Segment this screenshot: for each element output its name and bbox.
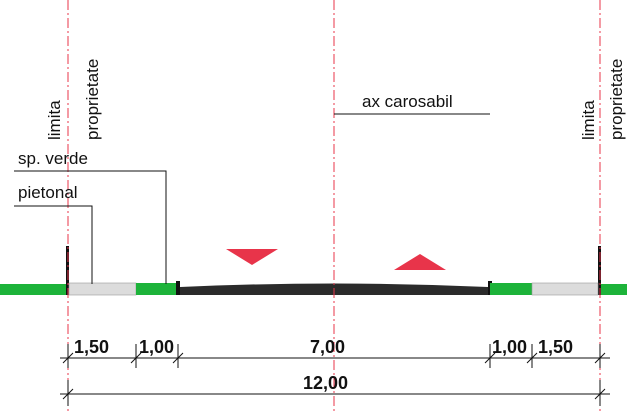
green-space-label: sp. verde — [18, 149, 88, 168]
property-limit-right-line2: proprietate — [607, 59, 626, 140]
ground-right — [600, 284, 627, 295]
arrow-up-icon — [394, 254, 446, 270]
sidewalk-left — [68, 282, 137, 296]
dim-sidewalk-right: 1,50 — [538, 337, 573, 357]
curb-road-left — [176, 281, 180, 295]
sidewalk-leader — [14, 205, 93, 284]
property-limit-left-line2: proprietate — [83, 59, 102, 140]
property-limit-left-line1: limita — [45, 100, 64, 140]
dim-green-left: 1,00 — [139, 337, 174, 357]
arrow-down-icon — [226, 249, 278, 265]
road-axis-label: ax carosabil — [362, 92, 453, 111]
green-strip-left — [136, 283, 178, 295]
dim-ticks-total — [62, 380, 606, 406]
dim-green-right: 1,00 — [492, 337, 527, 357]
sidewalk-right — [531, 282, 599, 296]
ground-left — [0, 284, 68, 295]
green-strip-right — [490, 283, 532, 295]
dim-carriageway: 7,00 — [310, 337, 345, 357]
green-space-leader — [14, 170, 167, 284]
dim-ticks-segments — [62, 344, 606, 368]
dim-total: 12,00 — [303, 373, 348, 393]
sidewalk-label: pietonal — [18, 183, 78, 202]
property-limit-right-line1: limita — [579, 100, 598, 140]
dim-sidewalk-left: 1,50 — [74, 337, 109, 357]
